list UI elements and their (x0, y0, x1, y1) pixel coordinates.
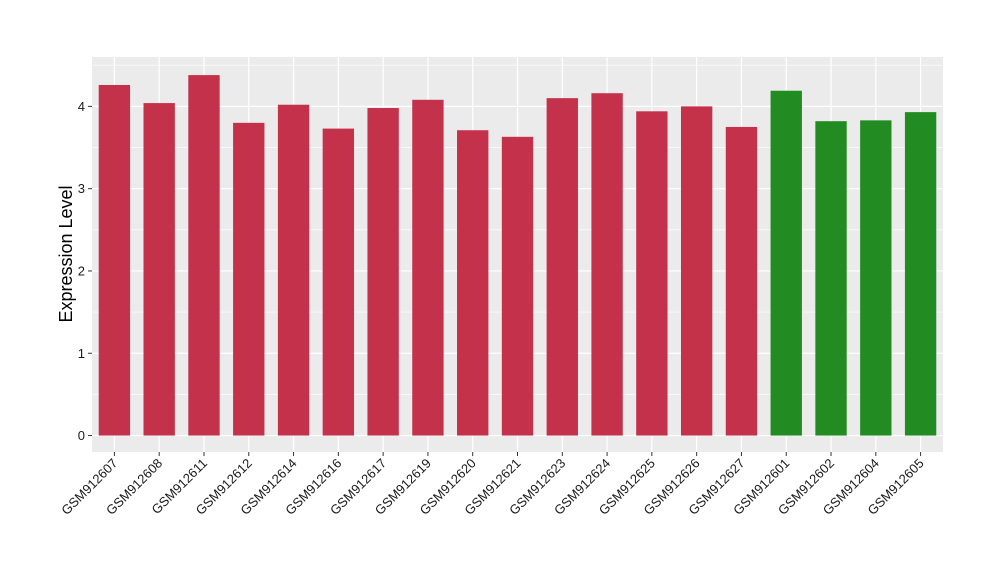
bar-GSM912621 (501, 136, 534, 436)
bar-GSM912617 (367, 108, 399, 436)
bar-GSM912623 (546, 98, 578, 436)
bar-GSM912627 (725, 126, 758, 436)
y-tick-label: 3 (78, 181, 85, 196)
y-tick-label: 1 (78, 346, 85, 361)
bar-GSM912625 (636, 111, 668, 436)
bar-GSM912608 (143, 103, 175, 436)
bar-GSM912602 (815, 121, 847, 436)
bar-GSM912614 (277, 104, 310, 436)
bar-GSM912612 (233, 122, 265, 436)
y-tick-label: 2 (78, 263, 85, 278)
y-axis-title: Expression Level (56, 185, 76, 322)
bar-GSM912620 (457, 130, 489, 436)
bar-GSM912605 (904, 112, 937, 436)
y-axis: 0 1 2 3 4 (78, 99, 92, 443)
bars (98, 75, 937, 436)
bar-GSM912607 (98, 84, 131, 436)
y-tick-label: 4 (78, 99, 85, 114)
bar-GSM912619 (412, 99, 444, 436)
bar-GSM912601 (770, 90, 802, 436)
y-tick-label: 0 (78, 428, 85, 443)
bar-GSM912626 (680, 106, 713, 436)
bar-GSM912611 (188, 75, 220, 436)
bar-GSM912616 (322, 128, 355, 436)
x-axis: GSM912607GSM912608GSM912611GSM912612GSM9… (58, 452, 927, 518)
bar-GSM912624 (591, 93, 623, 436)
bar-GSM912604 (860, 120, 892, 436)
